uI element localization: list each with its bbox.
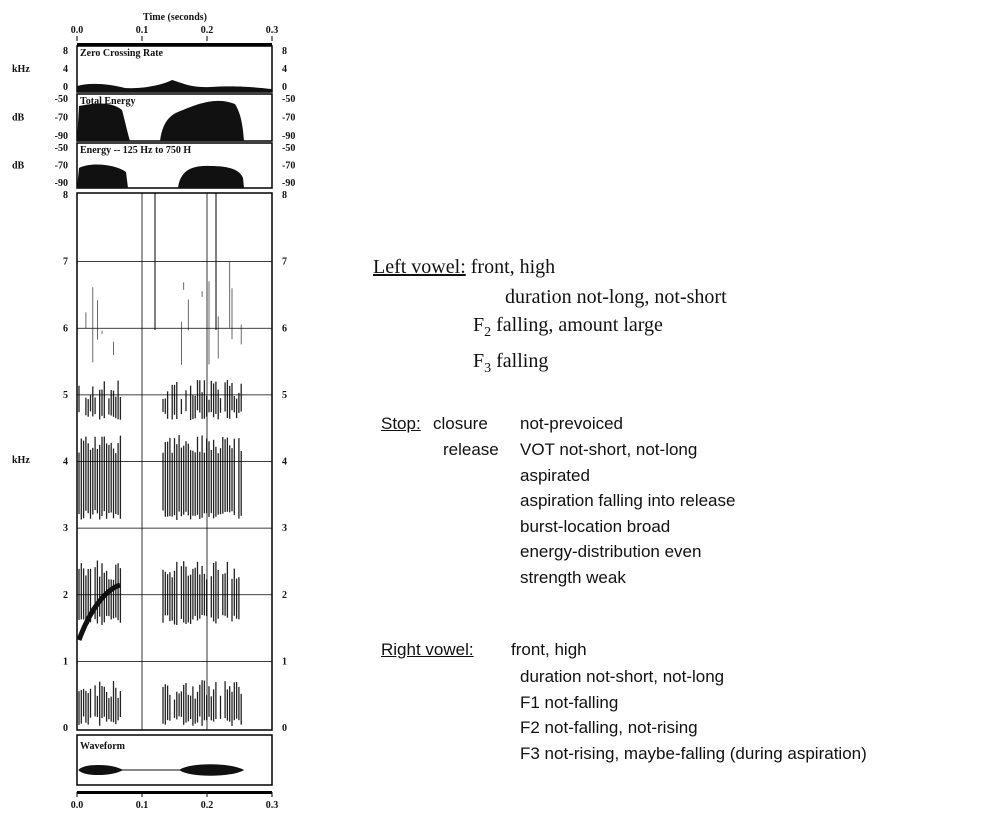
panel-trace — [77, 80, 272, 92]
tick-label: -70 — [55, 113, 68, 124]
panel-title: Total Energy — [80, 96, 135, 107]
tick-label: 2 — [282, 590, 287, 601]
tick-label: 8 — [282, 190, 287, 201]
text: not-prevoiced — [520, 414, 624, 433]
tick-label: 6 — [63, 323, 68, 334]
waveform-frame — [76, 734, 273, 786]
text: VOT not-short, not-long — [520, 440, 698, 459]
panel-unit: kHz — [12, 64, 30, 75]
text: F1 not-falling — [520, 692, 619, 712]
heading: Left vowel: — [373, 256, 466, 278]
text: energy-distribution even — [520, 542, 702, 561]
symbol: F — [473, 350, 485, 372]
tick-label: -90 — [282, 131, 295, 142]
text: duration not-long, not-short — [505, 286, 727, 308]
tick-label: 4 — [282, 64, 287, 75]
subscript: 3 — [484, 361, 492, 376]
time-tick-label: 0.0 — [71, 25, 84, 36]
label: release — [443, 440, 499, 459]
tick-label: 7 — [282, 257, 287, 268]
text: front, high — [470, 256, 556, 278]
spectrogram-figure: Time (seconds) 0.0 0.0 0.1 0.1 0.2 0.2 0.3 0.3 Z… — [12, 12, 295, 811]
tick-label: 8 — [282, 46, 287, 57]
symbol: F — [473, 314, 485, 336]
tick-label: 1 — [63, 656, 68, 667]
tick-label: 4 — [282, 457, 287, 468]
frame — [77, 791, 272, 794]
tick-label: 4 — [63, 457, 68, 468]
time-tick-label: 0.3 — [266, 800, 279, 811]
tick-label: 0 — [282, 723, 287, 734]
tick-label: 0 — [63, 723, 68, 734]
tick-label: -50 — [55, 143, 68, 154]
tick-label: -90 — [282, 178, 295, 189]
tick-label: 5 — [63, 390, 68, 401]
heading: Stop: — [381, 414, 421, 433]
text: front, high — [511, 640, 587, 659]
text: aspirated — [520, 465, 590, 485]
panel-unit: dB — [12, 161, 25, 172]
tick-label: 3 — [282, 523, 287, 534]
time-tick-label: 0.1 — [136, 800, 149, 811]
time-axis-label: Time (seconds) — [143, 12, 207, 23]
tick-label: 1 — [282, 656, 287, 667]
panel-title: Waveform — [80, 741, 126, 752]
text: falling — [496, 350, 549, 372]
time-tick-label: 0.2 — [201, 800, 214, 811]
text: aspiration falling into release — [520, 491, 736, 510]
time-tick-label: 0.1 — [136, 25, 149, 36]
text: F3 falling — [473, 350, 548, 377]
tick-label: -50 — [55, 94, 68, 105]
panel-trace — [77, 100, 244, 141]
panel-frame — [76, 142, 273, 189]
formant — [76, 582, 121, 641]
tick-label: 3 — [63, 523, 68, 534]
tick-label: 0 — [282, 82, 287, 93]
tick-label: 0 — [63, 82, 68, 93]
waveform-trace — [78, 764, 245, 776]
time-tick-label: 0.0 — [71, 800, 84, 811]
panel-title: Energy -- 125 Hz to 750 H — [80, 145, 191, 156]
text: falling, amount large — [496, 314, 663, 336]
tick-label: 8 — [63, 190, 68, 201]
tick-label: -70 — [282, 113, 295, 124]
tick-label: 5 — [282, 390, 287, 401]
tick-label: 7 — [63, 257, 68, 268]
heading: Right vowel: — [381, 640, 474, 659]
text: F2 not-falling, not-rising — [520, 718, 698, 737]
time-tick-label: 0.3 — [266, 25, 279, 36]
axis-unit: kHz — [12, 455, 30, 466]
left-vowel: Left vowel: front, high — [373, 256, 555, 279]
tick-label: 8 — [63, 46, 68, 57]
tick-label: -50 — [282, 143, 295, 154]
tick-label: -70 — [55, 161, 68, 172]
tick-label: -70 — [282, 161, 295, 172]
tick-label: -50 — [282, 94, 295, 105]
text: strength weak — [520, 567, 626, 587]
text: F3 not-rising, maybe-falling (during asp… — [520, 743, 867, 763]
panel-title: Zero Crossing Rate — [80, 48, 164, 59]
text: duration not-short, not-long — [520, 667, 725, 686]
tick-label: 4 — [63, 64, 68, 75]
time-tick-label: 0.2 — [201, 25, 214, 36]
striations — [78, 261, 242, 726]
label: closure — [433, 414, 488, 433]
tick-label: 6 — [282, 323, 287, 334]
panel-trace — [77, 164, 244, 188]
tick-label: -90 — [55, 131, 68, 142]
text: burst-location broad — [520, 516, 671, 536]
panel-unit: dB — [12, 113, 25, 124]
frame — [77, 43, 272, 46]
tick-label: -90 — [55, 178, 68, 189]
text: F2 falling, amount large — [473, 314, 663, 341]
tick-label: 2 — [63, 590, 68, 601]
subscript: 2 — [484, 325, 492, 340]
